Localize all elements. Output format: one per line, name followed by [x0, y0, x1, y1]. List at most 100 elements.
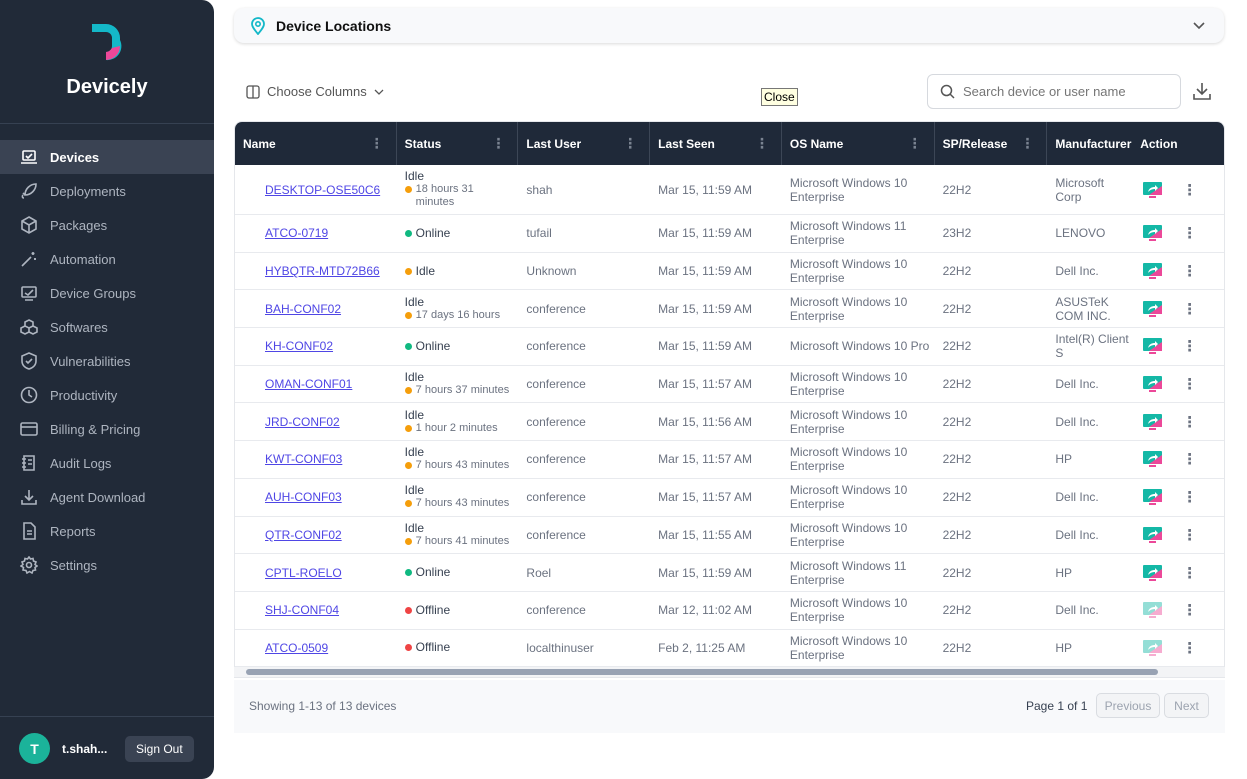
row-menu-icon[interactable]: ⋮ — [1182, 413, 1198, 431]
table-cell: Idle 7 hours 41 minutes — [397, 517, 519, 554]
remote-connect-icon[interactable] — [1143, 181, 1163, 198]
remote-connect-icon[interactable] — [1143, 564, 1163, 581]
device-name-link[interactable]: KWT-CONF03 — [265, 452, 343, 467]
sidebar-item-deployments[interactable]: Deployments — [0, 174, 214, 208]
column-menu-icon[interactable]: ⋮ — [369, 135, 384, 151]
table-cell: Mar 15, 11:57 AM — [650, 366, 782, 403]
column-header-last-user[interactable]: Last User ⋮ — [518, 122, 651, 165]
table-cell: Mar 15, 11:59 AM — [650, 328, 782, 365]
row-menu-icon[interactable]: ⋮ — [1182, 263, 1198, 281]
column-menu-icon[interactable]: ⋮ — [623, 135, 638, 151]
sidebar-item-reports[interactable]: Reports — [0, 514, 214, 548]
device-name-link[interactable]: OMAN-CONF01 — [265, 377, 353, 392]
remote-connect-icon[interactable] — [1143, 489, 1163, 506]
manufacturer: Dell Inc. — [1055, 527, 1099, 542]
device-name-link[interactable]: JRD-CONF02 — [265, 414, 340, 429]
remote-connect-icon[interactable] — [1143, 338, 1163, 355]
sidebar-item-label: Productivity — [50, 387, 118, 403]
column-header-status[interactable]: Status ⋮ — [397, 122, 519, 165]
column-header-manufacturer[interactable]: Manufacturer — [1047, 122, 1132, 165]
status-detail: 7 hours 37 minutes — [415, 384, 510, 397]
status-cell: Idle 18 hours 31 minutes — [404, 170, 511, 209]
sidebar-item-devices[interactable]: Devices — [0, 140, 214, 174]
table-cell: Microsoft Windows 10 Enterprise — [782, 517, 935, 554]
row-menu-icon[interactable]: ⋮ — [1182, 300, 1198, 318]
remote-connect-icon[interactable] — [1143, 526, 1163, 543]
sidebar-item-vulnerabilities[interactable]: Vulnerabilities — [0, 344, 214, 378]
column-header-action[interactable]: Action — [1132, 122, 1224, 165]
devicely-logo-icon — [92, 24, 122, 61]
download-icon[interactable] — [1192, 81, 1212, 101]
column-header-os-name[interactable]: OS Name ⋮ — [782, 122, 935, 165]
sidebar-item-agent-download[interactable]: Agent Download — [0, 480, 214, 514]
sidebar-item-audit-logs[interactable]: Audit Logs — [0, 446, 214, 480]
device-name-link[interactable]: HYBQTR-MTD72B66 — [265, 264, 380, 279]
choose-columns-button[interactable]: Choose Columns — [246, 84, 384, 99]
table-cell: Microsoft Windows 10 Pro — [782, 328, 935, 365]
row-menu-icon[interactable]: ⋮ — [1182, 225, 1198, 243]
device-name-link[interactable]: QTR-CONF02 — [265, 527, 342, 542]
column-label: Action — [1140, 136, 1178, 151]
table-row: ATCO-0719 Online tufail Mar 15, 11:59 AM Mic… — [235, 215, 1224, 253]
table-cell: ⋮ — [1132, 290, 1224, 327]
column-header-sp-release[interactable]: SP/Release ⋮ — [935, 122, 1048, 165]
sidebar-item-device-groups[interactable]: Device Groups — [0, 276, 214, 310]
row-menu-icon[interactable]: ⋮ — [1182, 564, 1198, 582]
column-header-name[interactable]: Name ⋮ — [235, 122, 397, 165]
device-name-link[interactable]: DESKTOP-OSE50C6 — [265, 182, 381, 197]
row-menu-icon[interactable]: ⋮ — [1182, 451, 1198, 469]
os-name: Microsoft Windows 10 Enterprise — [789, 257, 908, 286]
device-name-link[interactable]: BAH-CONF02 — [265, 301, 342, 316]
column-menu-icon[interactable]: ⋮ — [491, 135, 506, 151]
row-menu-icon[interactable]: ⋮ — [1182, 489, 1198, 507]
device-name-link[interactable]: KH-CONF02 — [265, 339, 334, 354]
row-menu-icon[interactable]: ⋮ — [1182, 639, 1198, 657]
sidebar-item-productivity[interactable]: Productivity — [0, 378, 214, 412]
table-cell: Idle — [397, 253, 519, 290]
sidebar-item-softwares[interactable]: Softwares — [0, 310, 214, 344]
search-input[interactable] — [963, 84, 1163, 99]
chevron-down-icon[interactable] — [1192, 18, 1206, 32]
horizontal-scrollbar[interactable] — [234, 667, 1225, 677]
column-menu-icon[interactable]: ⋮ — [1020, 135, 1035, 151]
scrollbar-thumb[interactable] — [246, 669, 1158, 675]
remote-connect-icon[interactable] — [1143, 602, 1163, 619]
remote-connect-icon[interactable] — [1143, 451, 1163, 468]
column-label: Manufacturer — [1055, 136, 1132, 151]
device-name-link[interactable]: SHJ-CONF04 — [265, 603, 340, 618]
table-cell: 22H2 — [935, 403, 1048, 440]
sign-out-button[interactable]: Sign Out — [125, 735, 194, 762]
sidebar-item-billing-pricing[interactable]: Billing & Pricing — [0, 412, 214, 446]
remote-connect-icon[interactable] — [1143, 300, 1163, 317]
remote-connect-icon[interactable] — [1143, 225, 1163, 242]
table-cell: 22H2 — [935, 328, 1048, 365]
sidebar-item-packages[interactable]: Packages — [0, 208, 214, 242]
table-cell: conference — [518, 328, 650, 365]
table-cell: conference — [518, 517, 650, 554]
table-cell: 22H2 — [935, 441, 1048, 478]
row-menu-icon[interactable]: ⋮ — [1182, 526, 1198, 544]
remote-connect-icon[interactable] — [1143, 263, 1163, 280]
device-locations-panel[interactable]: Device Locations — [234, 8, 1224, 43]
device-name-link[interactable]: ATCO-0719 — [265, 226, 329, 241]
column-menu-icon[interactable]: ⋮ — [907, 135, 922, 151]
remote-connect-icon[interactable] — [1143, 639, 1163, 656]
remote-connect-icon[interactable] — [1143, 376, 1163, 393]
next-button[interactable]: Next — [1164, 693, 1209, 718]
sidebar-item-settings[interactable]: Settings — [0, 548, 214, 582]
row-menu-icon[interactable]: ⋮ — [1182, 181, 1198, 199]
row-menu-icon[interactable]: ⋮ — [1182, 602, 1198, 620]
row-menu-icon[interactable]: ⋮ — [1182, 338, 1198, 356]
status-detail: 18 hours 31 minutes — [415, 183, 474, 208]
column-header-last-seen[interactable]: Last Seen ⋮ — [650, 122, 782, 165]
row-menu-icon[interactable]: ⋮ — [1182, 376, 1198, 394]
column-menu-icon[interactable]: ⋮ — [754, 135, 769, 151]
device-name-link[interactable]: CPTL-ROELO — [265, 565, 342, 580]
previous-button[interactable]: Previous — [1096, 693, 1160, 718]
sidebar-item-automation[interactable]: Automation — [0, 242, 214, 276]
device-name-link[interactable]: ATCO-0509 — [265, 640, 329, 655]
sp-release: 23H2 — [942, 226, 972, 241]
table-row: JRD-CONF02 Idle 1 hour 2 minutes conference… — [235, 403, 1224, 442]
device-name-link[interactable]: AUH-CONF03 — [265, 490, 342, 505]
remote-connect-icon[interactable] — [1143, 413, 1163, 430]
